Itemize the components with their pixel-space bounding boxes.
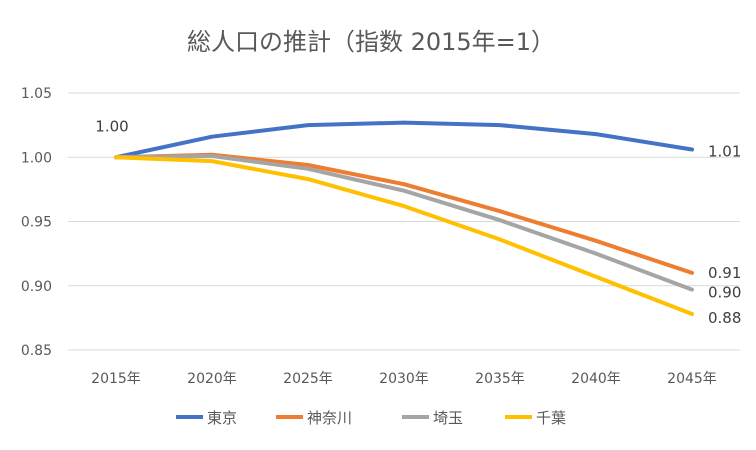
legend-item: 東京 [176, 409, 237, 427]
x-tick-label: 2030年 [379, 371, 429, 387]
gridlines [68, 92, 740, 351]
x-tick-label: 2035年 [475, 371, 525, 387]
x-tick-label: 2040年 [571, 371, 621, 387]
legend-label: 千葉 [536, 409, 566, 427]
y-axis-tick-labels: 0.85 0.90 0.95 1.00 1.05 [21, 86, 52, 359]
y-tick-label: 0.85 [21, 343, 52, 359]
legend: 東京 神奈川 埼玉 千葉 [176, 409, 566, 427]
x-axis-tick-labels: 2015年 2020年 2025年 2030年 2035年 2040年 2045年 [91, 371, 717, 387]
x-tick-label: 2015年 [91, 371, 141, 387]
legend-item: 千葉 [505, 409, 566, 427]
data-label: 1.01 [708, 143, 741, 161]
legend-label: 埼玉 [433, 409, 463, 427]
data-label: 1.00 [95, 117, 128, 135]
legend-item: 神奈川 [276, 409, 352, 427]
x-tick-label: 2045年 [667, 371, 717, 387]
data-label: 0.91 [708, 264, 741, 282]
legend-label: 神奈川 [307, 409, 352, 427]
series-line-埼玉 [114, 154, 694, 292]
y-tick-label: 0.95 [21, 215, 52, 231]
chart-title: 総人口の推計（指数 2015年=1） [187, 28, 555, 56]
series-lines [114, 120, 694, 316]
legend-label: 東京 [207, 409, 237, 427]
y-tick-label: 0.90 [21, 279, 52, 295]
x-tick-label: 2025年 [283, 371, 333, 387]
series-line-千葉 [114, 155, 694, 316]
y-tick-label: 1.00 [21, 150, 52, 166]
series-line-東京 [114, 120, 694, 160]
data-labels: 1.00 1.01 0.91 0.90 0.88 [95, 117, 741, 327]
data-label: 0.88 [708, 309, 741, 327]
data-label: 0.90 [708, 284, 741, 302]
legend-item: 埼玉 [402, 409, 463, 427]
y-tick-label: 1.05 [21, 86, 52, 102]
x-tick-label: 2020年 [187, 371, 237, 387]
